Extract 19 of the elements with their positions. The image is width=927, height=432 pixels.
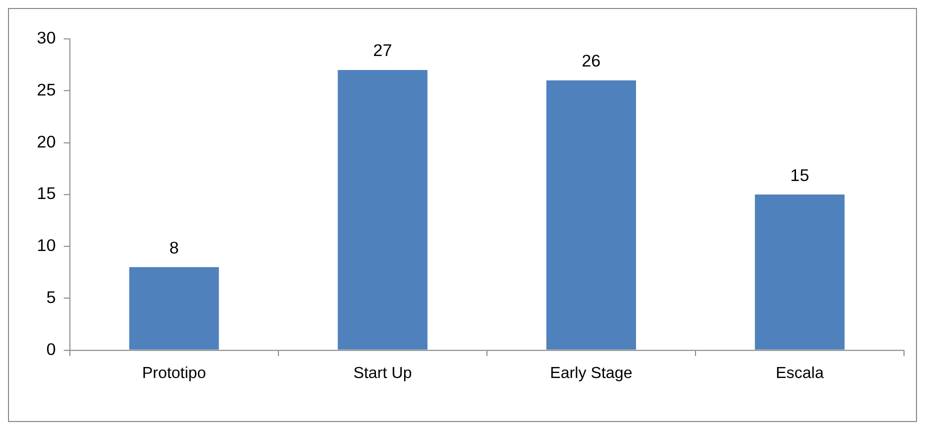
data-label: 15 xyxy=(790,166,810,185)
x-tick-label: Early Stage xyxy=(550,365,633,382)
bar xyxy=(754,194,845,350)
data-label: 27 xyxy=(373,41,392,60)
bar xyxy=(546,80,636,350)
y-tick-label: 10 xyxy=(36,236,56,256)
data-label: 8 xyxy=(169,238,179,258)
data-label: 26 xyxy=(582,52,601,71)
y-tick-label: 20 xyxy=(36,132,56,152)
bar xyxy=(338,70,428,350)
bar xyxy=(129,267,219,350)
y-tick-label: 25 xyxy=(36,80,56,100)
y-tick-label: 0 xyxy=(46,340,56,359)
y-tick-label: 5 xyxy=(46,288,56,307)
x-tick-label: Escala xyxy=(776,365,824,382)
x-tick-label: Prototipo xyxy=(142,365,206,382)
x-tick-label: Start Up xyxy=(353,365,412,382)
y-tick-label: 15 xyxy=(36,184,56,204)
y-tick-label: 30 xyxy=(36,28,56,48)
